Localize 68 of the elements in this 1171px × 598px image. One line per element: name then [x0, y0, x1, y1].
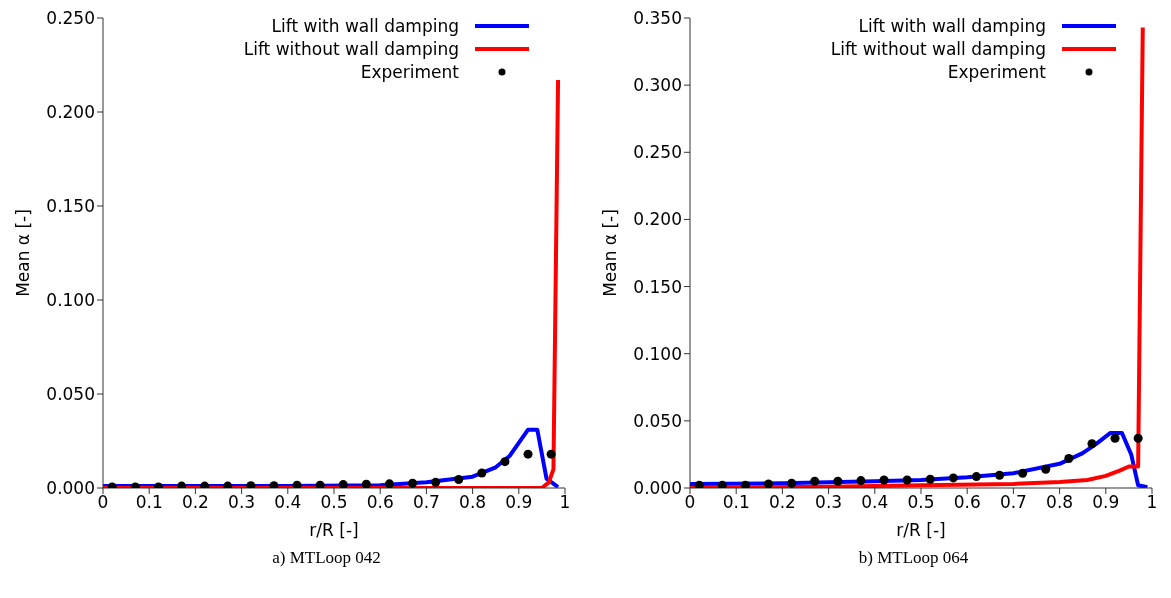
- point: [925, 474, 935, 484]
- text: a) MTLoop 042: [271, 548, 382, 568]
- y-tick-label: 0.200: [46, 102, 95, 123]
- y-tick-label: 0.350: [633, 8, 682, 29]
- legend-label: Lift with wall damping: [858, 15, 1046, 36]
- legend-label: Experiment: [360, 61, 459, 82]
- point: [1110, 433, 1120, 443]
- x-tick-label: 1: [1146, 492, 1158, 513]
- point: [1064, 453, 1074, 463]
- y-tick-label: 0.300: [633, 75, 682, 96]
- point: [694, 480, 704, 488]
- x-tick-label: 0.6: [953, 492, 981, 513]
- point: [764, 479, 774, 488]
- point: [948, 473, 958, 483]
- y-tick-label: 0.100: [46, 290, 95, 311]
- y-tick-label: 0.250: [633, 142, 682, 163]
- x-tick-label: 0.9: [505, 492, 533, 513]
- y-tick-label: 0.250: [46, 8, 95, 29]
- x-tick-label: 0.1: [722, 492, 750, 513]
- x-tick-label: 0.7: [999, 492, 1027, 513]
- y-tick-label: 0.050: [46, 384, 95, 405]
- y-tick-label: 0.150: [46, 196, 95, 217]
- x-tick-label: 0.4: [861, 492, 889, 513]
- point: [787, 478, 797, 488]
- legend-label: Experiment: [947, 61, 1046, 82]
- x-tick-label: 0.9: [1092, 492, 1120, 513]
- x-tick-label: 0.2: [768, 492, 796, 513]
- y-tick-label: 0.000: [633, 478, 682, 499]
- legend-label: Lift with wall damping: [271, 15, 459, 36]
- x-axis-title: r/R [-]: [896, 520, 946, 540]
- x-tick-label: 0.3: [815, 492, 843, 513]
- x-tick-label: 0.2: [181, 492, 209, 513]
- x-tick-label: 0.5: [907, 492, 935, 513]
- point: [717, 480, 727, 488]
- x-tick-label: 0.3: [228, 492, 256, 513]
- y-tick-label: 0.000: [46, 478, 95, 499]
- y-axis-title: Mean α [-]: [13, 209, 34, 297]
- point: [810, 476, 820, 486]
- text: b) MTLoop 064: [857, 548, 970, 568]
- point: [833, 476, 843, 486]
- y-tick-label: 0.200: [633, 209, 682, 230]
- legend-label: Lift without wall damping: [830, 38, 1046, 59]
- point: [856, 476, 866, 486]
- point: [1087, 439, 1097, 449]
- x-tick-label: 0.8: [1046, 492, 1074, 513]
- x-tick-label: 0.6: [366, 492, 394, 513]
- point: [740, 480, 750, 488]
- x-tick-label: 1: [559, 492, 571, 513]
- x-tick-label: 0.5: [320, 492, 348, 513]
- point: [971, 472, 981, 482]
- y-tick-label: 0.150: [633, 276, 682, 297]
- x-tick-label: 0: [684, 492, 696, 513]
- y-axis-title: Mean α [-]: [600, 209, 621, 297]
- y-tick-label: 0.100: [633, 343, 682, 364]
- legend-label: Lift without wall damping: [243, 38, 459, 59]
- point: [902, 475, 912, 485]
- point: [879, 475, 889, 485]
- y-tick-label: 0.050: [633, 410, 682, 431]
- x-tick-label: 0.4: [274, 492, 302, 513]
- point: [995, 470, 1005, 480]
- x-tick-label: 0: [97, 492, 109, 513]
- x-tick-label: 0.7: [412, 492, 440, 513]
- x-axis-title: r/R [-]: [309, 520, 359, 540]
- point: [1041, 464, 1051, 474]
- point: [1133, 433, 1143, 443]
- x-tick-label: 0.1: [135, 492, 163, 513]
- x-tick-label: 0.8: [459, 492, 487, 513]
- point: [1018, 468, 1028, 478]
